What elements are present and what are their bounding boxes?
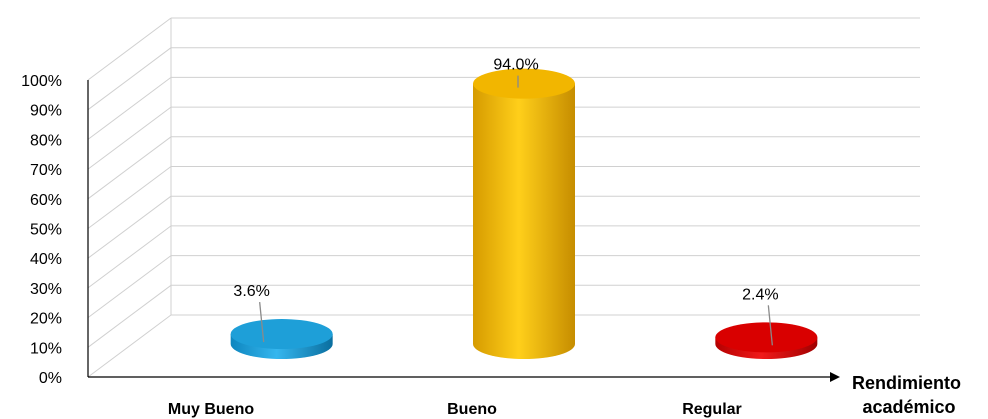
gridline-diagonal (88, 226, 171, 288)
y-tick-label: 100% (21, 73, 62, 90)
y-tick-label: 20% (30, 311, 62, 328)
category-label: Regular (682, 401, 742, 418)
gridline-diagonal (88, 196, 171, 258)
bar-muy-bueno (231, 319, 333, 359)
bar-regular (715, 322, 817, 359)
gridline-diagonal (88, 48, 171, 110)
y-tick-label: 80% (30, 132, 62, 149)
y-tick-label: 30% (30, 281, 62, 298)
y-tick-label: 0% (39, 370, 62, 387)
y-tick-label: 70% (30, 162, 62, 179)
bar-top (231, 319, 333, 349)
x-axis-title-line-1: Rendimiento (852, 373, 961, 393)
y-tick-label: 90% (30, 103, 62, 120)
gridline-diagonal (88, 18, 171, 80)
x-axis (88, 372, 840, 382)
x-axis-title: Rendimiento académico (852, 373, 966, 417)
gridline-diagonal (88, 315, 171, 377)
y-tick-label: 60% (30, 192, 62, 209)
gridline-diagonal (88, 137, 171, 199)
y-tick-label: 50% (30, 222, 62, 239)
category-labels: Muy Bueno Bueno Regular (168, 401, 742, 418)
category-label: Bueno (447, 401, 497, 418)
gridline-diagonal (88, 167, 171, 229)
bar-top (715, 322, 817, 352)
category-label: Muy Bueno (168, 401, 254, 418)
y-tick-label: 40% (30, 251, 62, 268)
x-axis-arrow-icon (830, 372, 840, 382)
gridline-diagonal (88, 285, 171, 347)
gridline-diagonal (88, 107, 171, 169)
data-label: 94.0% (493, 57, 538, 74)
gridline-diagonal (88, 77, 171, 139)
x-axis-title-line-2: académico (862, 397, 955, 417)
data-label: 2.4% (742, 286, 778, 303)
y-tick-label: 10% (30, 340, 62, 357)
data-label: 3.6% (233, 283, 269, 300)
bar-bueno (473, 69, 575, 359)
gridline-diagonal (88, 256, 171, 318)
y-tick-labels: 0% 10% 20% 30% 40% 50% 60% 70% 80% 90% 100% (21, 73, 62, 387)
bar-body (473, 84, 575, 359)
